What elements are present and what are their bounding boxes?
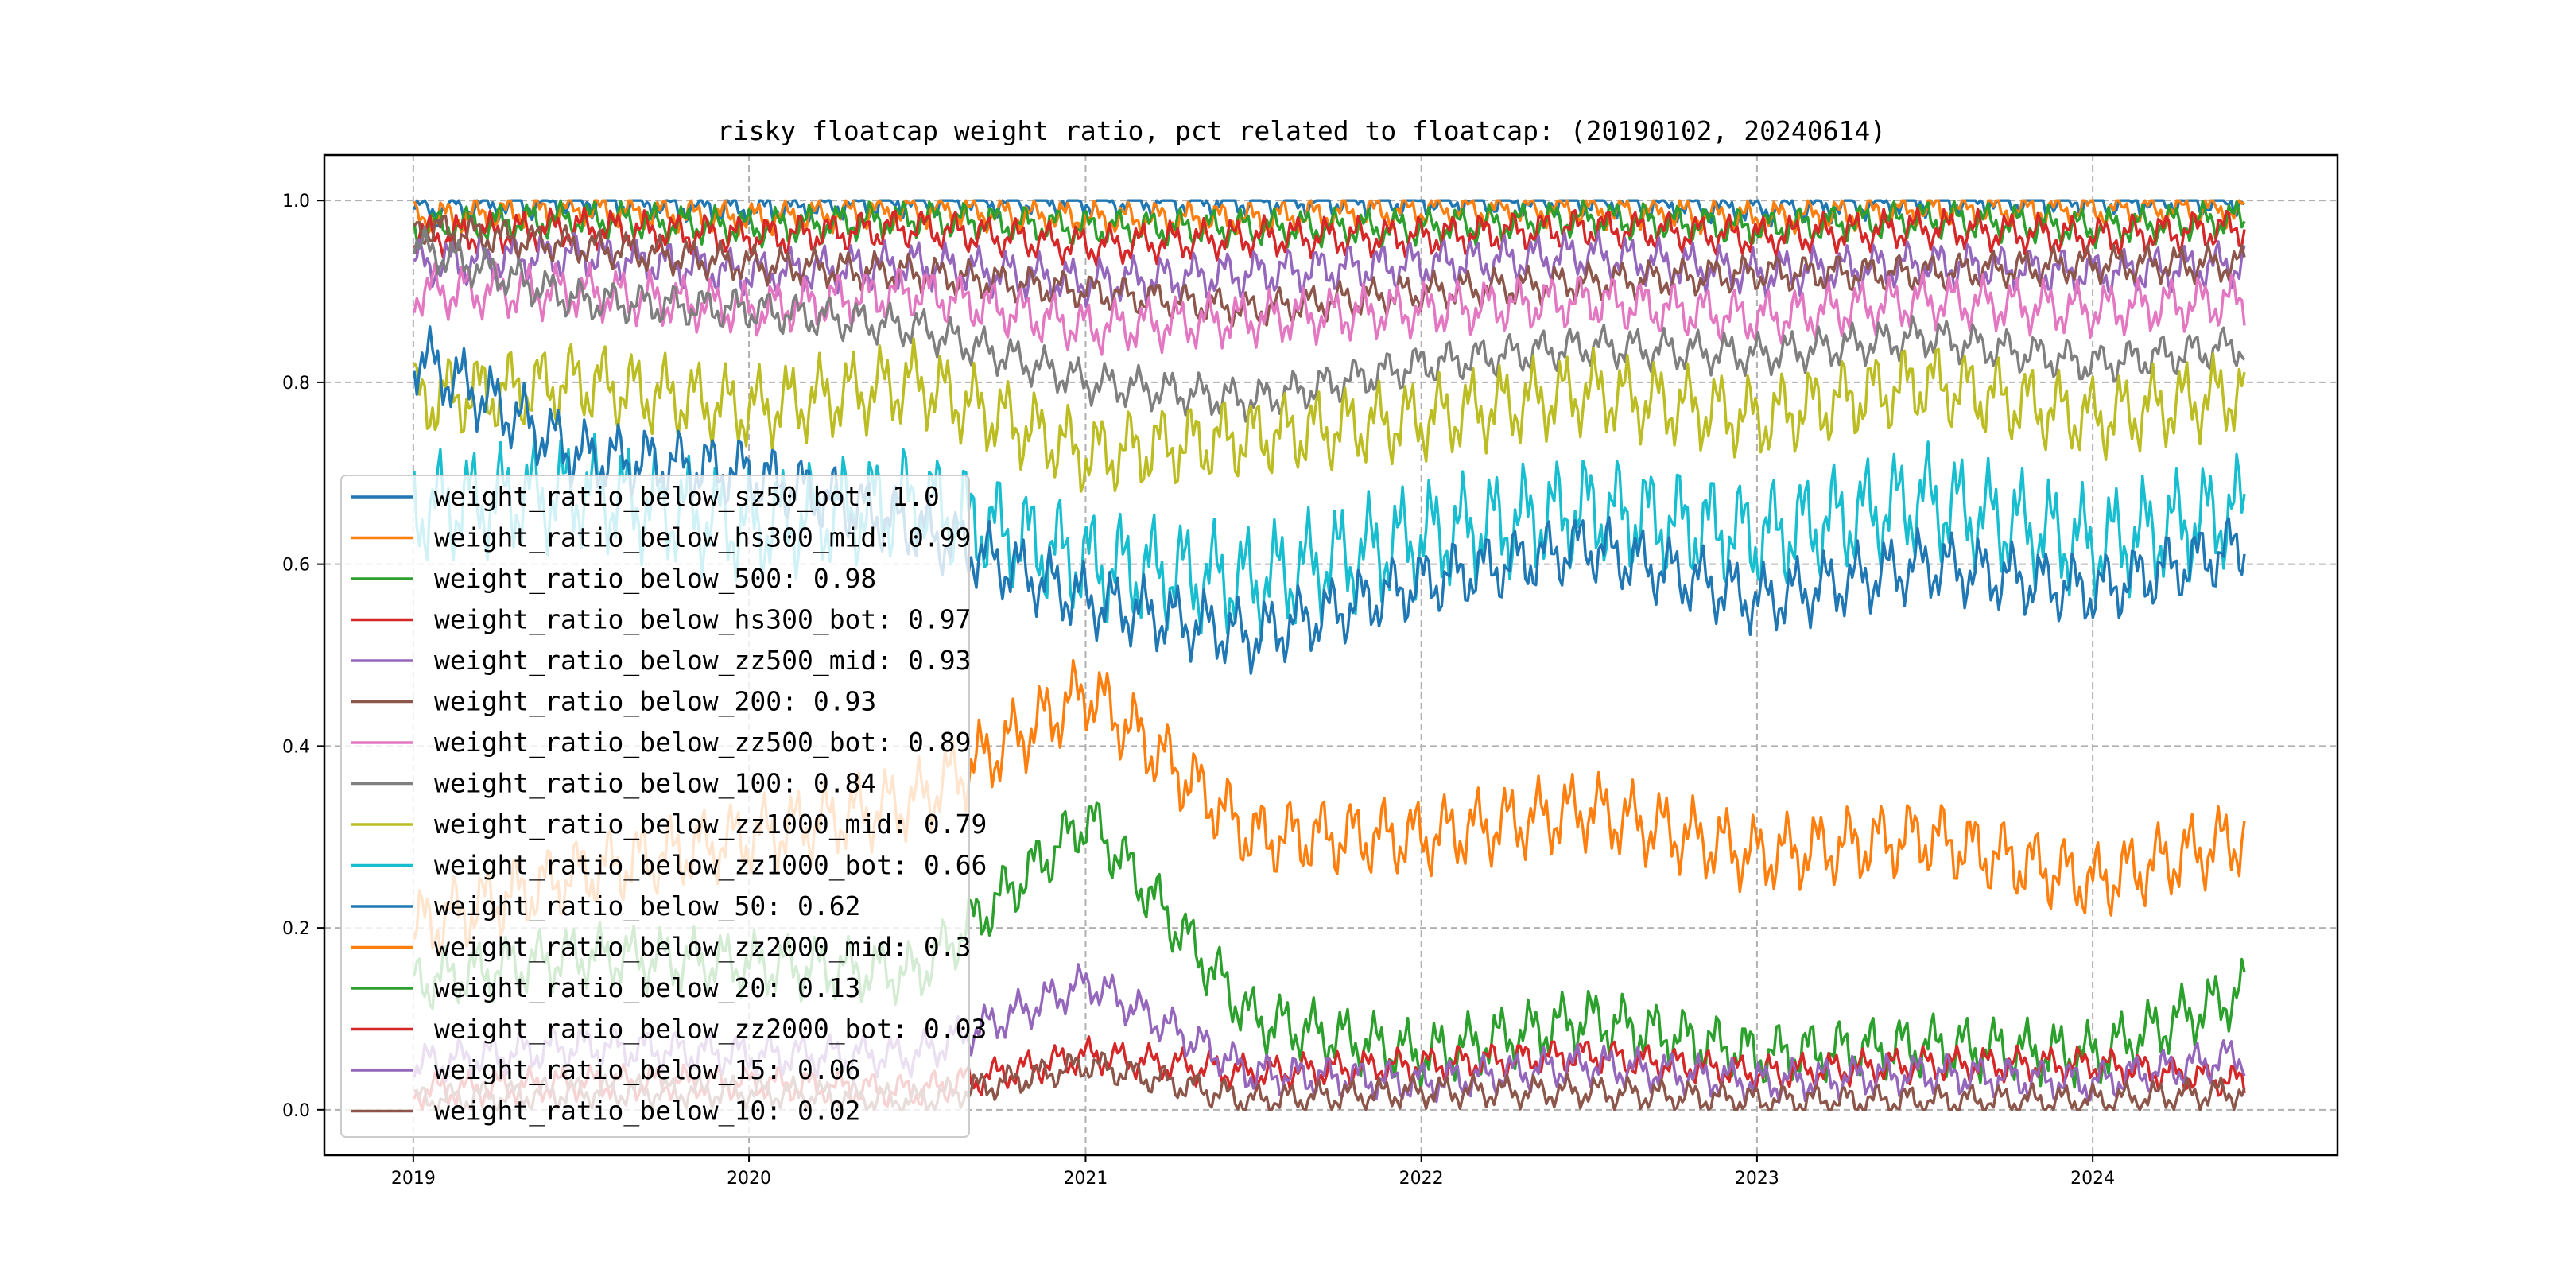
y-tick-label: 0.0 <box>282 1101 310 1121</box>
legend-label: weight_ratio_below_20: 0.13 <box>434 972 860 1004</box>
x-tick-label: 2020 <box>727 1169 771 1189</box>
legend-label: weight_ratio_below_zz1000_bot: 0.66 <box>434 850 987 882</box>
legend-label: weight_ratio_below_zz500_mid: 0.93 <box>434 645 972 677</box>
x-tick-label: 2024 <box>2070 1169 2115 1189</box>
y-tick-label: 0.4 <box>282 737 310 757</box>
legend-label: weight_ratio_below_zz2000_mid: 0.3 <box>434 932 972 964</box>
legend-label: weight_ratio_below_50: 0.62 <box>434 890 860 922</box>
legend-label: weight_ratio_below_hs300_bot: 0.97 <box>434 604 972 636</box>
chart-title: risky floatcap weight ratio, pct related… <box>717 115 1886 146</box>
x-tick-label: 2023 <box>1735 1169 1779 1189</box>
series-line <box>413 261 2246 356</box>
series-line <box>413 230 2246 308</box>
legend-label: weight_ratio_below_100: 0.84 <box>434 768 876 800</box>
legend-label: weight_ratio_below_zz2000_bot: 0.03 <box>434 1014 987 1046</box>
legend-label: weight_ratio_below_200: 0.93 <box>434 686 876 718</box>
legend-label: weight_ratio_below_hs300_mid: 0.99 <box>434 522 972 554</box>
legend-label: weight_ratio_below_zz500_bot: 0.89 <box>434 727 972 758</box>
legend-box <box>340 475 970 1138</box>
legend-label: weight_ratio_below_500: 0.98 <box>434 563 876 595</box>
y-tick-label: 0.8 <box>282 374 310 394</box>
x-tick-label: 2021 <box>1063 1169 1108 1189</box>
y-tick-label: 0.2 <box>282 919 310 939</box>
legend-label: weight_ratio_below_zz1000_mid: 0.79 <box>434 809 987 840</box>
series-line <box>413 337 2246 493</box>
legend-label: weight_ratio_below_15: 0.06 <box>434 1054 860 1086</box>
legend: weight_ratio_below_sz50_bot: 1.0 weight_r… <box>340 475 987 1138</box>
x-tick-label: 2019 <box>391 1169 436 1189</box>
y-tick-label: 1.0 <box>282 192 310 211</box>
plot-frame <box>323 153 2339 1157</box>
legend-label: weight_ratio_below_10: 0.02 <box>434 1096 860 1127</box>
axis-ticks: 0.0 0.2 0.4 0.6 0.8 1.0 2019 2020 2021 2022 2023 20… <box>282 192 2115 1189</box>
x-tick-label: 2022 <box>1399 1169 1444 1189</box>
y-tick-label: 0.6 <box>282 556 310 576</box>
legend-label: weight_ratio_below_sz50_bot: 1.0 <box>434 481 940 513</box>
series-line <box>413 214 2246 328</box>
series-line <box>413 225 2246 423</box>
